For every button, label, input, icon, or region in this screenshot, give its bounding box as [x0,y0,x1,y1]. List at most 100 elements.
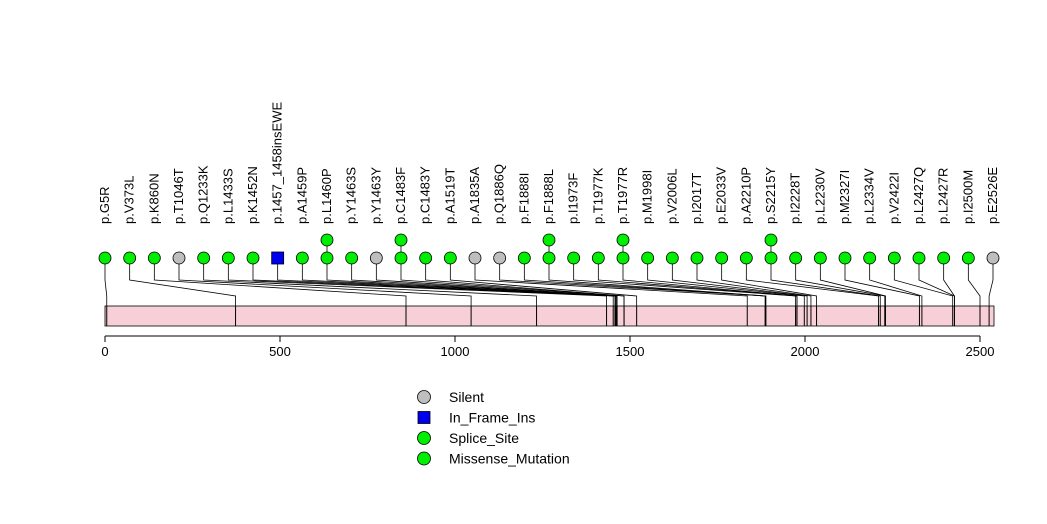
mutation-marker [690,251,704,265]
mutation-marker [665,251,679,265]
mutation-label: p.T1977K [590,167,605,224]
lollipops [98,233,1000,265]
mutation-marker [246,251,260,265]
mutation-connector [129,258,236,306]
mutation-label: p.V373L [122,176,137,224]
mutation-connector [573,258,796,306]
mutation-marker [591,251,605,265]
mutation-label: p.E2526E [985,167,1000,224]
mutation-label: p.1457_1458insEWE [270,102,285,224]
mutation-connector [425,258,625,306]
mutation-connector [795,258,886,306]
mutation-marker [863,251,877,265]
mutation-marker [98,251,112,265]
legend-label: Missense_Mutation [449,451,570,467]
mutation-connector [277,258,616,306]
legend-swatch-square [417,411,431,424]
mutation-marker [542,251,556,265]
mutation-connector [967,258,981,306]
mutation-connector [869,258,923,306]
mutation-connector [203,258,537,306]
mutation-marker [764,233,778,247]
mutation-label: p.L2230V [812,168,827,224]
mutation-label: p.Y1463Y [368,167,383,224]
mutation-label: p.L1460P [319,168,334,224]
mutation-marker [567,251,581,265]
legend-label: In_Frame_Ins [449,410,535,426]
mutation-connector [943,258,955,306]
mutation-connector [696,258,812,306]
mutation-marker [369,251,383,265]
mutation-connector [474,258,748,306]
legend-swatch [417,451,431,466]
protein-bar [104,305,995,327]
mutation-label: p.A1519T [442,168,457,224]
mutation-connector [770,240,881,306]
mutation-connector [548,240,767,306]
mutation-marker-square [271,251,285,265]
mutation-label: p.K860N [146,173,161,224]
mutation-connector [671,258,808,306]
mutation-marker [912,251,926,265]
mutation-marker [197,251,211,265]
mutation-label: p.M2327I [837,170,852,224]
legend-swatch [417,390,431,404]
mutation-connector [597,258,798,306]
mutation-marker [468,251,482,265]
connector-lines [104,240,994,306]
mutation-connector [301,258,617,306]
mutation-label: p.S2215Y [763,167,778,224]
mutation-connector [647,258,805,306]
x-tick-label: 0 [101,344,108,359]
mutation-marker [147,251,161,265]
legend-label: Silent [449,389,484,405]
mutation-label: p.L2334V [862,168,877,224]
mutation-marker [172,251,186,265]
mutation-label: p.Y1463S [344,167,359,224]
mutation-connector [227,258,607,306]
mutation-label: p.Q1886Q [492,164,507,224]
mutation-label: p.L1433S [220,168,235,224]
mutation-label: p.V2006L [664,168,679,224]
mutation-label: p.C1483Y [418,166,433,224]
mutation-label: p.F1888I [516,173,531,224]
mutation-label: p.G5R [97,186,112,224]
mutation-label: p.I2228T [788,173,803,224]
mutation-connector [988,258,994,306]
mutation-marker [887,251,901,265]
mutation-marker [394,251,408,265]
x-tick-label: 2000 [791,344,820,359]
mutation-marker [123,251,137,265]
mutation-marker [764,251,778,265]
mutation-label: p.K1452N [245,166,260,224]
mutation-label: p.I1973F [566,173,581,224]
x-tick-label: 1500 [616,344,645,359]
mutation-marker [641,251,655,265]
legend-swatch [417,431,431,445]
mutation-marker [937,251,951,265]
mutation-connector [499,258,766,306]
mutation-labels: p.G5R p.V373L p.K860N p.T1046T p.Q1233K p.L14… [97,102,1000,224]
mutation-marker [394,233,408,247]
mutation-connector [153,258,407,306]
mutation-label: p.A1459P [294,167,309,224]
mutation-marker [616,233,630,247]
x-tick-label: 2500 [966,344,995,359]
mutation-connector [252,258,614,306]
mutation-label: p.Q1233K [196,165,211,224]
mutation-marker [715,251,729,265]
mutation-label: p.V2422I [886,172,901,224]
x-tick-label: 1000 [441,344,470,359]
mutation-marker [542,233,556,247]
mutation-marker [961,251,975,265]
position-marks [106,306,990,326]
mutation-label: p.F1888L [541,169,556,224]
mutation-marker [221,251,235,265]
mutation-marker [517,251,531,265]
mutation-connector [104,258,108,306]
mutation-marker [838,251,852,265]
legend: Silent In_Frame_Ins Splice_Site Missense_Mu… [417,389,570,467]
mutation-connector [178,258,472,306]
mutation-marker [789,251,803,265]
mutation-marker [320,233,334,247]
